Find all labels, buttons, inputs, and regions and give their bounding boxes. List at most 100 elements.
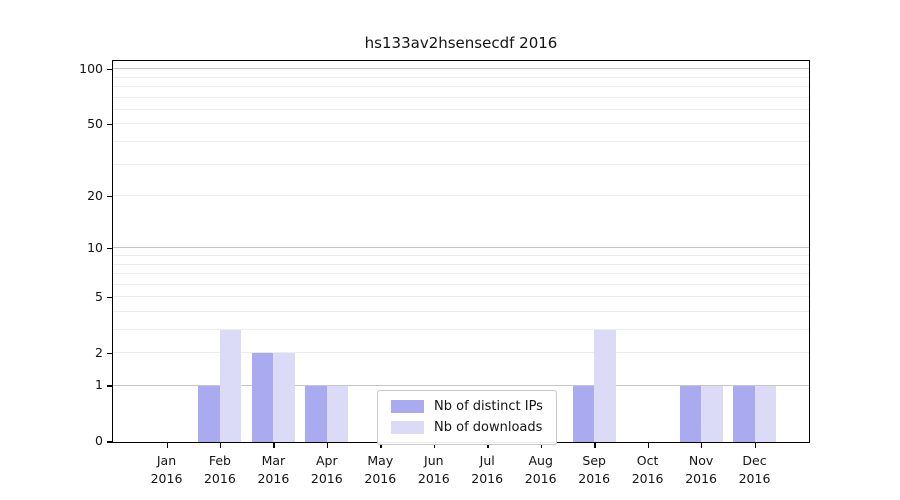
gridline-minor-9: [113, 255, 809, 256]
x-label-year: 2016: [578, 471, 611, 487]
x-label-month: Jun: [424, 453, 444, 468]
y-tick-label-10: 10: [87, 239, 103, 255]
gridline-minor-20: [113, 195, 809, 197]
x-tick-apr: [326, 443, 329, 448]
gridline-minor-3: [113, 329, 809, 330]
x-tick-feb: [219, 443, 222, 448]
x-label-year: 2016: [471, 471, 504, 487]
y-tick-10: [107, 247, 112, 250]
x-label-month: Jul: [479, 453, 495, 468]
legend-label-downloads: Nb of downloads: [434, 420, 543, 435]
y-tick-label-2: 2: [95, 344, 103, 360]
bar-nb-of-downloads-feb: [219, 330, 242, 442]
y-tick-100: [107, 68, 112, 70]
y-tick-label-100: 100: [79, 60, 103, 76]
x-tick-label-oct: Oct 2016: [608, 452, 688, 488]
bar-nb-of-distinct-ips-nov: [679, 386, 702, 442]
gridline-major-1: [113, 385, 809, 386]
x-tick-nov: [701, 443, 703, 448]
x-tick-label-sep: Sep 2016: [554, 452, 634, 488]
x-label-month: Nov: [688, 453, 714, 468]
bar-nb-of-downloads-dec: [754, 386, 776, 442]
bar-nb-of-downloads-sep: [594, 330, 616, 442]
x-label-year: 2016: [738, 471, 771, 487]
x-tick-label-mar: Mar 2016: [233, 452, 313, 488]
bar-nb-of-distinct-ips-apr: [305, 386, 327, 442]
gridline-minor-90: [113, 76, 809, 78]
x-label-month: Mar: [261, 453, 286, 468]
x-tick-label-apr: Apr 2016: [287, 452, 367, 488]
gridline-major-100: [113, 68, 809, 70]
bar-nb-of-distinct-ips-feb: [198, 386, 220, 442]
chart-title: hs133av2hsensecdf 2016: [364, 34, 558, 52]
x-tick-mar: [273, 443, 275, 448]
gridline-minor-7: [113, 273, 809, 274]
x-label-year: 2016: [524, 471, 557, 487]
x-tick-label-jun: Jun 2016: [394, 452, 474, 488]
bar-nb-of-downloads-mar: [273, 353, 295, 442]
x-tick-sep: [594, 443, 596, 448]
x-label-year: 2016: [417, 471, 450, 487]
x-label-year: 2016: [203, 471, 236, 487]
gridline-minor-60: [113, 108, 809, 110]
gridline-minor-8: [113, 263, 809, 265]
bar-nb-of-distinct-ips-dec: [733, 386, 755, 442]
bar-nb-of-distinct-ips-mar: [251, 353, 274, 442]
x-label-month: Dec: [742, 453, 767, 468]
x-tick-label-nov: Nov 2016: [661, 452, 741, 488]
legend-item-downloads: Nb of downloads: [391, 417, 543, 438]
gridline-minor-2: [113, 352, 809, 354]
bar-nb-of-distinct-ips-sep: [572, 386, 595, 442]
x-label-year: 2016: [364, 471, 397, 487]
x-tick-label-dec: Dec 2016: [715, 452, 795, 488]
gridline-minor-4: [113, 311, 809, 312]
x-tick-dec: [754, 443, 756, 448]
y-tick-label-0: 0: [95, 433, 103, 449]
gridline-minor-40: [113, 141, 809, 142]
x-label-month: Aug: [528, 453, 553, 468]
x-tick-label-aug: Aug 2016: [501, 452, 581, 488]
plot-area: Nb of distinct IPs Nb of downloads: [112, 60, 810, 445]
legend: Nb of distinct IPs Nb of downloads: [377, 390, 557, 445]
x-label-year: 2016: [310, 471, 343, 487]
y-tick-2: [107, 352, 112, 355]
y-tick-50: [107, 123, 112, 126]
x-tick-jul: [487, 443, 489, 448]
y-tick-5: [107, 296, 112, 299]
x-label-month: Sep: [582, 453, 606, 468]
gridline-minor-5: [113, 296, 809, 298]
gridline-minor-50: [113, 123, 809, 125]
y-tick-1: [107, 385, 112, 387]
gridline-minor-80: [113, 86, 809, 87]
x-label-month: May: [367, 453, 394, 468]
gridline-minor-30: [113, 163, 809, 165]
x-label-year: 2016: [257, 471, 290, 487]
x-tick-label-jan: Jan 2016: [127, 452, 207, 488]
x-tick-jun: [433, 443, 436, 448]
x-tick-label-jul: Jul 2016: [447, 452, 527, 488]
x-label-year: 2016: [150, 471, 183, 487]
legend-swatch-downloads: [391, 421, 424, 434]
legend-label-distinct-ips: Nb of distinct IPs: [434, 399, 543, 414]
x-label-month: Feb: [208, 453, 231, 468]
bar-nb-of-downloads-nov: [701, 386, 723, 442]
y-tick-label-1: 1: [95, 377, 103, 393]
x-label-month: Jan: [156, 453, 177, 468]
gridline-major-10: [113, 247, 809, 249]
legend-swatch-distinct-ips: [391, 400, 424, 413]
bar-nb-of-downloads-apr: [326, 386, 349, 442]
x-tick-label-feb: Feb 2016: [180, 452, 260, 488]
y-tick-label-50: 50: [87, 115, 103, 131]
legend-item-distinct-ips: Nb of distinct IPs: [391, 396, 543, 417]
y-tick-20: [107, 195, 112, 197]
gridline-minor-70: [113, 96, 809, 98]
x-label-month: Apr: [315, 453, 338, 468]
x-label-year: 2016: [685, 471, 717, 487]
y-tick-label-5: 5: [95, 288, 103, 304]
x-tick-aug: [540, 443, 543, 448]
x-tick-oct: [647, 443, 649, 448]
gridline-minor-6: [113, 283, 809, 285]
x-tick-may: [380, 443, 382, 448]
x-tick-jan: [166, 443, 168, 448]
